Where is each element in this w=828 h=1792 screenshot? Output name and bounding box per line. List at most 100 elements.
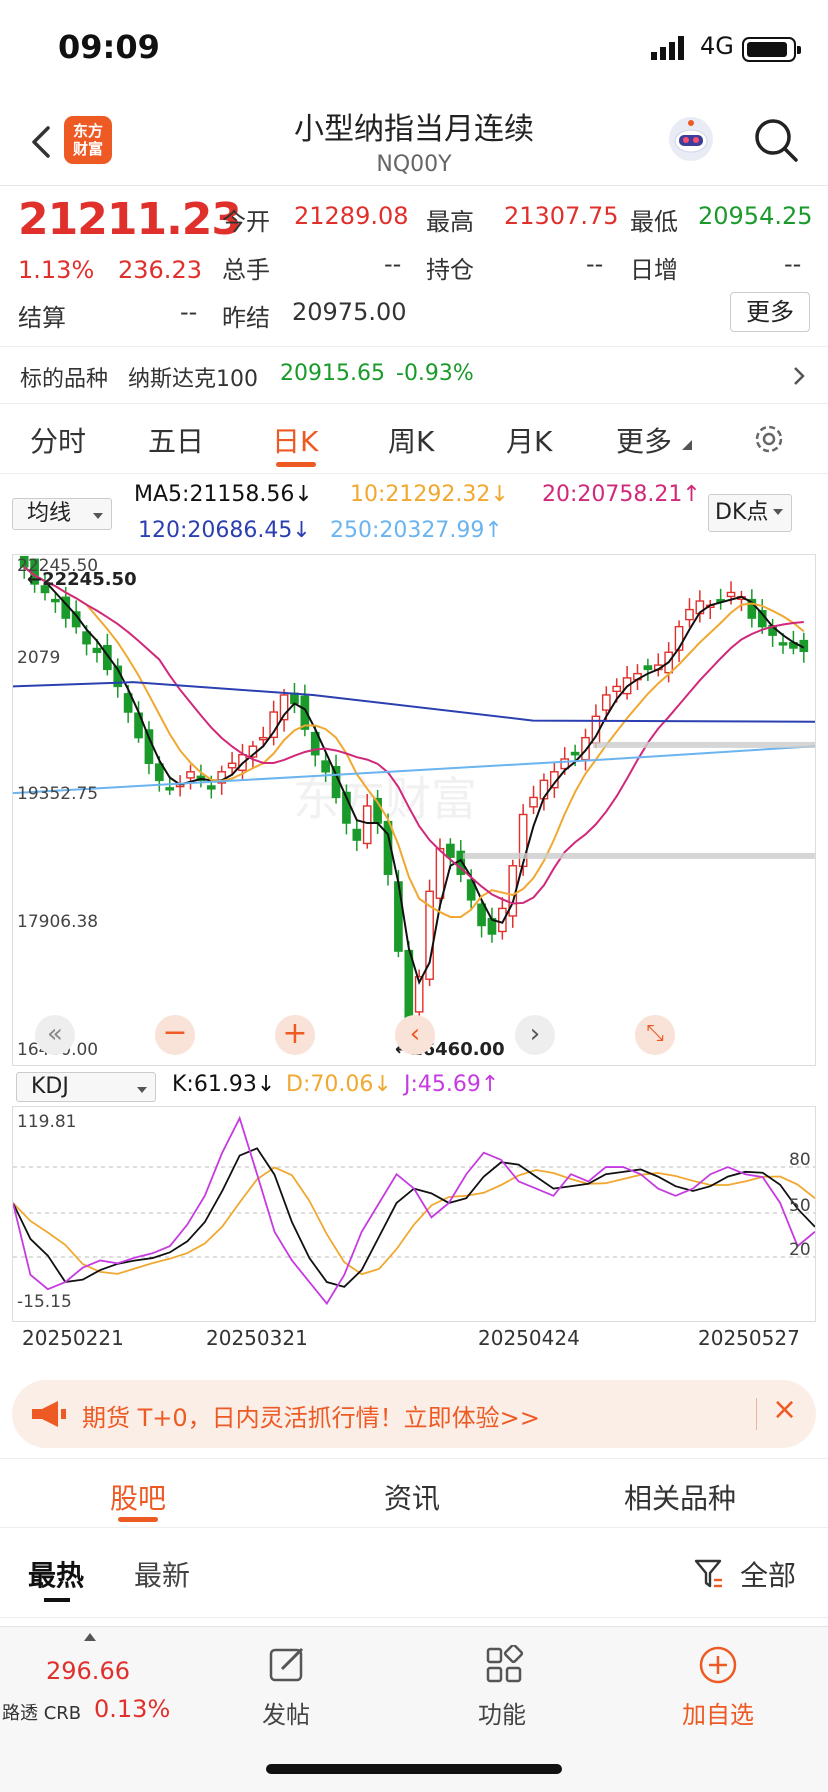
scroll-left-fast-button[interactable]: « [35,1015,75,1055]
scroll-right-button[interactable]: › [515,1015,555,1055]
prev-settle-label: 昨结 [222,304,270,332]
candle-body [82,631,91,645]
settings-gear-icon[interactable] [752,422,786,456]
indicator-select[interactable]: 均线 [12,498,112,530]
candle-body [446,843,455,858]
period-tabs: 分时 五日 日K 周K 月K 更多 [0,404,828,474]
volume-label: 总手 [222,256,270,284]
ma250-value: 250:20327.99 [330,518,485,543]
filter-new[interactable]: 最新 [134,1559,191,1592]
network-label: 4G [700,32,734,60]
candle-body [394,881,403,952]
edit-post-icon[interactable] [268,1645,308,1685]
ma20-arrow: ↑ [682,482,701,507]
filter-hot[interactable]: 最热 [28,1559,85,1592]
filter-all[interactable]: 全部 [740,1559,797,1592]
function-grid-icon[interactable] [484,1645,524,1685]
ma-lines-group [13,566,815,986]
post-label[interactable]: 发帖 [262,1701,310,1729]
sub-indicator-select[interactable]: KDJ [16,1072,156,1102]
candle-body [165,787,175,791]
kdj-j-value: J:45.69 [404,1072,481,1097]
back-arrow-icon[interactable] [28,122,58,162]
banner-text: 期货 T+0，日内灵活抓行情！立即体验>> [82,1404,540,1432]
underlying-label: 标的品种 [20,367,109,392]
date-tick: 20250221 [22,1326,124,1350]
tab-news[interactable]: 资讯 [384,1482,441,1515]
kdj-j-arrow: ↑ [480,1072,500,1097]
candle-body [477,903,486,927]
support-band [463,852,815,859]
fullscreen-button[interactable]: ⤡ [635,1015,675,1055]
candle-body [560,758,570,770]
add-watchlist-label[interactable]: 加自选 [682,1701,754,1729]
candle-body [601,694,611,711]
candle-body [674,625,684,651]
resistance-band [593,741,815,748]
index-name[interactable]: 路透 CRB [2,1703,82,1724]
page-title: 小型纳指当月连续 [294,112,534,147]
kdj-chart[interactable]: 119.81 -15.15 80 50 20 [12,1106,816,1322]
index-value[interactable]: 296.66 [46,1657,130,1685]
home-indicator [266,1764,562,1774]
zoom-in-button[interactable]: + [275,1015,315,1055]
community-tabs: 股吧 资讯 相关品种 [0,1458,828,1528]
add-plus-icon[interactable] [698,1645,738,1685]
kdj-y-bottom: -15.15 [17,1292,72,1312]
function-label[interactable]: 功能 [478,1701,526,1729]
kline-chart[interactable]: 东方财富 22245.50 2079 19352.75 17906.38 164… [12,554,816,1066]
kdj-k-line [13,1147,815,1288]
chevron-right-icon [794,367,805,385]
filter-icon[interactable] [694,1558,724,1590]
tab-more[interactable]: 更多 [616,425,673,458]
robot-assistant-icon[interactable] [666,114,716,164]
watermark-text: 东方财富 [293,773,477,825]
y-tick-mid2: 17906.38 [17,912,98,932]
quote-panel: 21211.23 1.13% 236.23 今开 21289.08 最高 213… [0,186,828,404]
underlying-row[interactable]: 标的品种 纳斯达克100 20915.65 -0.93% [0,346,828,404]
candle-body [685,608,694,621]
ma120-line [13,681,815,723]
underlying-price: 20915.65 [280,361,385,386]
date-axis: 20250221 20250321 20250424 20250527 [0,1322,828,1364]
date-tick: 20250527 [698,1326,800,1350]
candle-body [40,585,50,594]
tab-guba[interactable]: 股吧 [110,1482,167,1515]
kdj-level-50: 50 [789,1196,811,1216]
volume-value: -- [384,250,402,278]
scroll-left-button[interactable]: ‹ [395,1015,435,1055]
date-tick: 20250321 [206,1326,308,1350]
tab-daily-k[interactable]: 日K [272,425,319,458]
candle-body [414,976,424,1013]
kdj-lines-group [13,1115,815,1306]
tab-monthly-k[interactable]: 月K [506,425,553,458]
zoom-out-button[interactable]: − [155,1015,195,1055]
candle-body [258,736,268,741]
index-pct[interactable]: 0.13% [94,1695,171,1723]
ma20-value: 20:20758.21 [542,482,683,507]
tab-related[interactable]: 相关品种 [624,1482,737,1515]
search-icon[interactable] [752,116,800,164]
candle-body [643,665,653,671]
open-interest-value: -- [586,250,604,278]
candle-body [310,731,320,756]
close-icon[interactable]: × [772,1392,798,1427]
settle-label: 结算 [18,304,66,332]
ma250-line [13,745,815,795]
change-value: 236.23 [118,256,202,284]
kdj-level-20: 20 [789,1240,811,1260]
tab-five-day[interactable]: 五日 [148,425,205,458]
underlying-name: 纳斯达克100 [128,367,258,392]
kdj-legend: KDJ K:61.93↓ D:70.06↓ J:45.69↑ [0,1068,828,1106]
promo-banner[interactable]: 期货 T+0，日内灵活抓行情！立即体验>> × [12,1380,816,1448]
tab-intraday[interactable]: 分时 [30,425,87,458]
filter-row: 最热 最新 全部 [0,1528,828,1618]
candle-body [726,591,736,598]
more-button[interactable]: 更多 [730,292,810,332]
candle-body [144,729,154,764]
kdj-d-value: D:70.06 [286,1072,374,1097]
dk-point-select[interactable]: DK点 [708,494,792,532]
tab-weekly-k[interactable]: 周K [388,425,435,458]
candle-body [227,762,237,769]
candles-group [19,555,809,1030]
